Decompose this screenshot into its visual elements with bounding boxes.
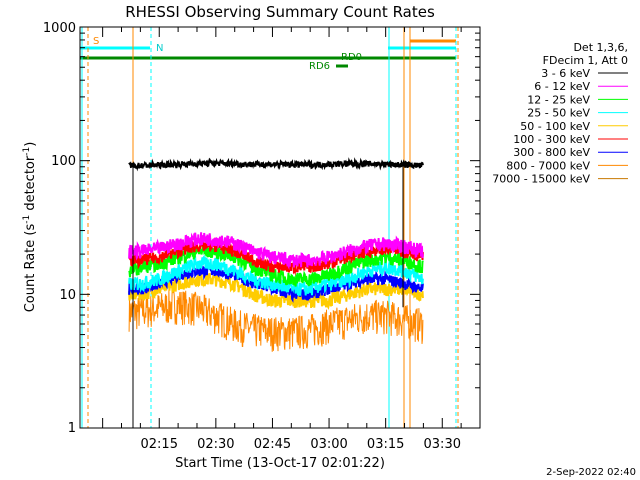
annotation-s: S <box>93 36 99 47</box>
x-tick-labels: 02:15 02:30 02:45 03:00 03:15 03:30 <box>141 437 461 452</box>
x-axis-label: Start Time (13-Oct-17 02:01:22) <box>175 456 385 471</box>
y-axis-label-mid: detector <box>23 155 38 215</box>
y-axis-label: Count Rate (s-1 detector-1) <box>22 142 38 313</box>
x-tick-label: 03:30 <box>424 437 461 452</box>
legend-label: 12 - 25 keV <box>527 93 590 106</box>
legend-label: 100 - 300 keV <box>513 133 590 146</box>
chart-title: RHESSI Observing Summary Count Rates <box>125 3 435 21</box>
series-line-7 <box>128 290 424 352</box>
series-line-0 <box>128 157 424 172</box>
series-line-3 <box>128 254 424 297</box>
legend-label: 300 - 800 keV <box>513 146 590 159</box>
legend-header-2: FDecim 1, Att 0 <box>543 54 628 67</box>
x-tick-label: 02:15 <box>141 437 178 452</box>
x-tick-label: 02:30 <box>197 437 234 452</box>
plot-frame <box>79 26 481 429</box>
series-layer <box>128 157 424 428</box>
legend-label: 800 - 7000 keV <box>506 159 590 172</box>
legend-label: 7000 - 15000 keV <box>492 173 590 186</box>
axes <box>79 26 481 429</box>
x-tick-label: 02:45 <box>254 437 291 452</box>
footer-date: 2-Sep-2022 02:40 <box>546 467 636 478</box>
plot-area <box>80 27 480 428</box>
annotation-rd6: RD6 <box>309 61 330 72</box>
series-line-5 <box>128 237 424 276</box>
series-line-2 <box>128 241 424 287</box>
y-tick-label-100: 100 <box>51 154 76 169</box>
event-markers <box>80 27 459 428</box>
y-axis-label-sup1: -1 <box>22 215 32 224</box>
y-tick-label-1000: 1000 <box>43 21 76 36</box>
y-axis-label-main: Count Rate (s <box>23 224 38 313</box>
x-tick-label: 03:00 <box>310 437 347 452</box>
y-axis-label-sup2: -1 <box>22 147 32 156</box>
x-tick-label: 03:15 <box>367 437 404 452</box>
annotation-rd0: RD0 <box>341 52 362 63</box>
series-line-1 <box>128 232 424 270</box>
legend-label: 6 - 12 keV <box>534 80 590 93</box>
legend-label: 50 - 100 keV <box>520 120 590 133</box>
y-tick-label-1: 1 <box>68 421 76 436</box>
annotation-n: N <box>156 43 163 54</box>
legend-label: 3 - 6 keV <box>541 67 590 80</box>
legend-label: 25 - 50 keV <box>527 107 590 120</box>
legend-header-1: Det 1,3,6, <box>573 41 628 54</box>
y-tick-label-10: 10 <box>59 288 76 303</box>
plot-background <box>80 27 480 428</box>
y-axis-label-end: ) <box>23 142 38 147</box>
